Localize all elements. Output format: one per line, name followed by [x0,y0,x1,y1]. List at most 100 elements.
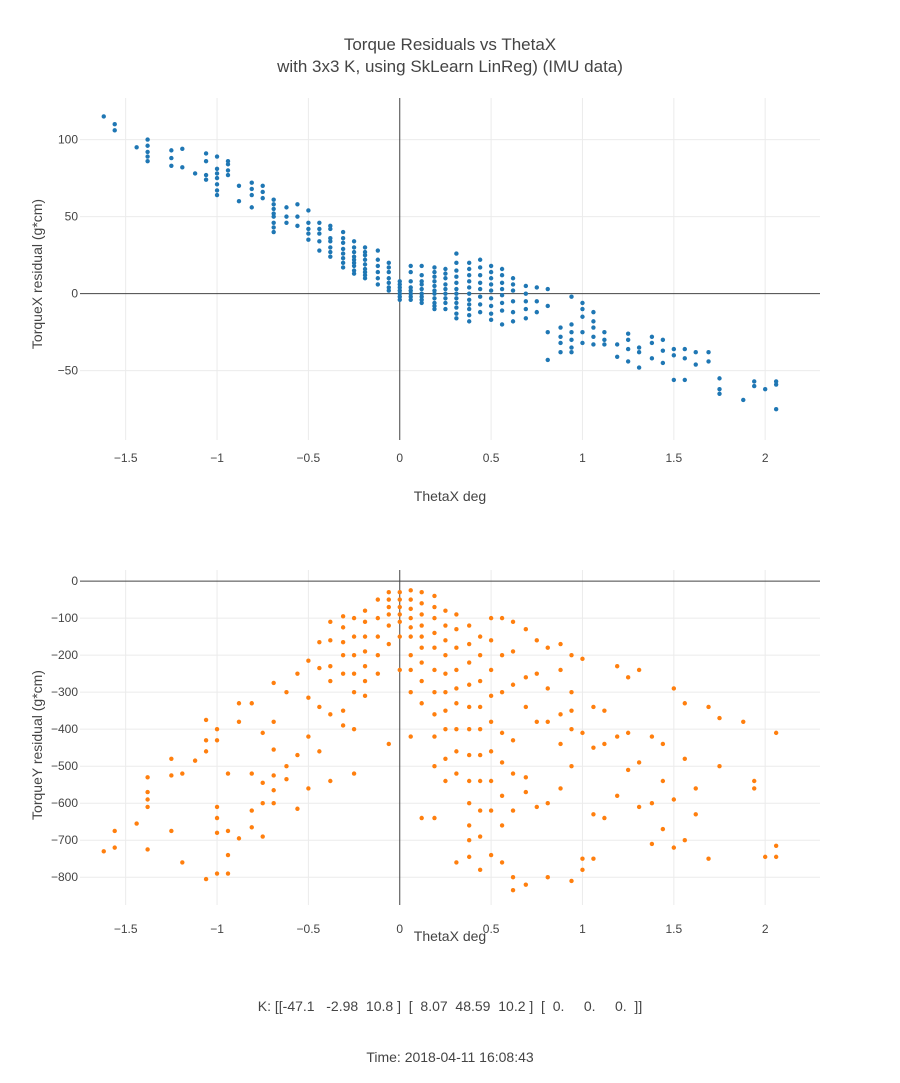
tx-data-point [340,260,346,266]
tx-data-point [375,257,381,262]
ty-data-point [397,590,402,595]
ty-data-point [591,812,596,817]
ty-data-point [386,604,391,610]
ty-data-point [671,797,677,802]
ty-data-point [454,701,459,706]
tx-data-point [477,272,483,278]
ty-data-point [295,752,300,758]
ty-data-point [408,615,413,621]
tx-data-point [752,383,757,389]
ty-data-point [397,604,402,610]
tx-data-point [454,280,459,286]
ty-data-point [225,852,231,858]
ty-data-point [443,778,448,784]
tx-data-point [362,276,368,281]
ty-data-point [432,615,437,621]
ty-y-tick-label: −200 [51,648,78,662]
ty-data-point [523,704,529,710]
ty-data-point [180,860,185,865]
ty-data-point [510,771,516,776]
ty-data-point [534,719,539,724]
ty-data-point [602,708,607,713]
tx-data-point [351,268,357,273]
ty-x-tick-label: 0.5 [483,922,500,936]
ty-data-point [545,719,550,724]
tx-data-point [545,329,550,335]
ty-data-point [236,836,242,841]
ty-data-point [636,760,642,765]
tx-data-point [443,266,448,272]
ty-data-point [351,634,357,639]
ty-data-point [397,619,402,625]
ty-data-point [295,806,300,811]
ty-data-point [488,778,494,784]
tx-data-point [466,260,472,266]
ty-data-point [419,660,424,665]
ty-data-point [717,715,722,721]
tx-data-point [454,305,459,310]
tx-data-point [636,349,642,355]
tx-data-point [602,337,607,343]
tx-data-point [328,235,333,241]
ty-data-point [477,867,483,873]
ty-data-point [454,771,459,776]
ty-data-point [419,701,424,706]
ty-data-point [284,776,289,782]
ty-x-tick-label: −1.5 [114,922,138,936]
ty-data-point [682,701,687,706]
ty-data-point [386,641,391,647]
tx-data-point [591,334,596,339]
tx-data-point [682,377,687,383]
ty-data-point [249,701,254,706]
tx-data-point [477,280,483,286]
tx-data-point [225,158,231,164]
ty-data-point [443,608,448,613]
ty-data-point [466,854,472,860]
tx-data-point [432,269,437,275]
tx-data-point [101,114,106,119]
ty-data-point [306,786,311,791]
tx-data-point [466,319,472,324]
tx-data-point [408,288,413,293]
tx-data-point [693,349,698,355]
tx-data-point [488,276,494,281]
ty-data-point [284,763,289,769]
tx-data-point [328,239,333,244]
tx-data-point [351,245,357,250]
tx-data-point [558,349,563,355]
tx-data-point [499,308,505,313]
ty-data-point [419,623,424,628]
ty-data-point [145,797,150,802]
tx-data-point [340,229,346,235]
ty-data-point [408,667,413,673]
tx-data-point [454,286,459,292]
tx-data-point [249,186,254,192]
tx-data-point [271,211,276,216]
tx-data-point [580,340,585,346]
ty-data-point [488,808,494,813]
tx-data-point [408,294,413,299]
ty-data-point [397,597,402,602]
tx-data-point [419,272,424,278]
tx-data-point [375,263,381,269]
figure-footer: K: [[-47.1 -2.98 10.8 ] [ 8.07 48.59 10.… [0,964,900,1083]
ty-data-point [306,695,311,700]
ty-data-point [477,726,483,732]
tx-data-point [340,256,346,261]
tx-data-point [499,300,505,306]
tx-data-point [488,288,494,293]
ty-data-point [682,756,687,761]
ty-data-point [443,671,448,676]
tx-data-point [225,162,231,167]
ty-data-point [466,726,472,732]
tx-data-point [397,297,402,303]
tx-data-point [112,121,117,127]
ty-data-point [706,704,711,710]
ty-data-point [432,667,437,673]
tx-data-point [408,279,413,284]
tx-data-point [328,249,333,255]
tx-data-point [649,340,655,346]
ty-data-point [225,828,231,834]
tx-data-point [408,263,413,269]
tx-data-point [375,248,381,253]
